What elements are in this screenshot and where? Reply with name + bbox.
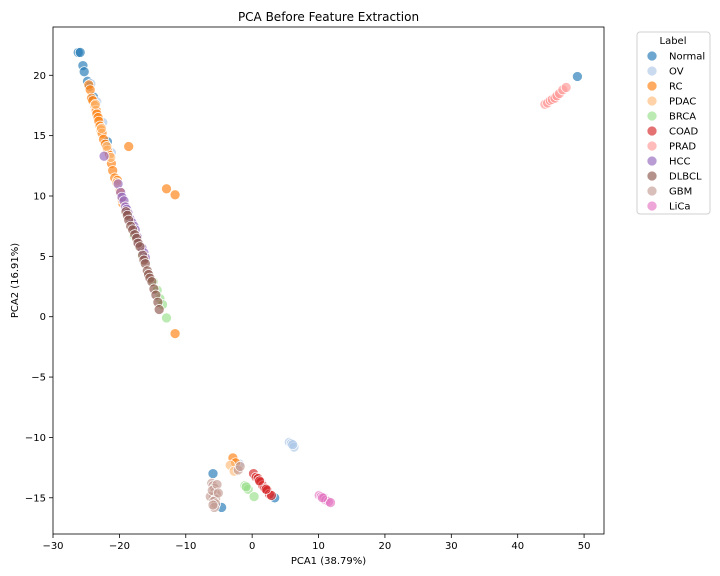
legend: Label Normal OV RC PDAC BRCA COAD PRAD HCC DLBCL… xyxy=(636,31,711,215)
y-tick-label: −5 xyxy=(31,373,46,384)
legend-marker xyxy=(646,95,658,107)
x-tick-label: −30 xyxy=(42,541,63,552)
y-tick-label: −15 xyxy=(25,493,46,504)
series-prad xyxy=(539,82,572,110)
legend-marker xyxy=(646,80,658,92)
legend-entries: Normal OV RC PDAC BRCA COAD PRAD HCC DLBCL GBM LiC… xyxy=(646,50,705,213)
x-tick-label: −10 xyxy=(175,541,196,552)
legend-marker xyxy=(646,140,658,152)
legend-marker xyxy=(646,110,658,122)
data-point xyxy=(169,189,181,201)
series-dlbcl xyxy=(120,206,165,315)
series-lica xyxy=(313,490,336,508)
x-tick-label: 20 xyxy=(379,541,392,552)
x-tick-label: 0 xyxy=(249,541,255,552)
data-point xyxy=(260,483,272,495)
x-tick-label: 10 xyxy=(312,541,325,552)
y-tick-label: 10 xyxy=(33,192,46,203)
data-point xyxy=(248,491,260,502)
x-tick-label: 40 xyxy=(511,541,524,552)
legend-marker xyxy=(646,125,658,137)
legend-box xyxy=(636,31,711,215)
legend-marker xyxy=(646,155,658,167)
legend-marker xyxy=(646,200,658,212)
data-point xyxy=(153,304,165,315)
legend-title: Label xyxy=(660,36,687,47)
data-point xyxy=(317,492,328,504)
data-point xyxy=(78,66,90,78)
legend-label: LiCa xyxy=(669,202,690,213)
legend-label: Normal xyxy=(669,52,705,63)
data-point xyxy=(287,439,299,451)
x-axis-title: PCA1 (38.79%) xyxy=(291,556,366,567)
chart-title: PCA Before Feature Extraction xyxy=(238,10,419,24)
legend-marker xyxy=(646,185,658,197)
data-point xyxy=(161,183,172,195)
axis-ticks-layer: −30 −20 −10 0 10 20 30 40 50 −15 −10 −5 0 5 10 15 20 xyxy=(25,71,591,552)
data-points-layer xyxy=(72,47,583,513)
data-point xyxy=(207,499,219,511)
legend-label: GBM xyxy=(669,187,692,198)
data-point xyxy=(74,47,86,58)
data-point xyxy=(169,328,181,339)
x-tick-label: 50 xyxy=(578,541,591,552)
data-point xyxy=(90,98,101,110)
data-point xyxy=(240,481,252,493)
data-point xyxy=(98,150,110,162)
y-tick-label: −10 xyxy=(25,433,46,444)
legend-marker xyxy=(646,50,658,62)
legend-marker xyxy=(646,170,658,182)
data-point xyxy=(207,468,219,479)
legend-label: RC xyxy=(669,82,682,93)
series-gbm xyxy=(204,461,246,513)
legend-label: COAD xyxy=(669,127,699,138)
y-tick-label: 0 xyxy=(40,312,46,323)
data-point xyxy=(212,487,224,499)
data-point xyxy=(96,123,107,134)
legend-label: DLBCL xyxy=(669,172,702,183)
series-coad xyxy=(248,468,277,501)
legend-label: OV xyxy=(669,67,684,78)
data-point xyxy=(101,141,113,152)
x-tick-label: −20 xyxy=(109,541,130,552)
y-tick-label: 15 xyxy=(33,131,46,142)
legend-label: PDAC xyxy=(669,97,696,108)
legend-label: BRCA xyxy=(669,112,696,123)
legend-label: PRAD xyxy=(669,142,696,153)
data-point xyxy=(234,461,246,472)
y-axis-title: PCA2 (16.91%) xyxy=(10,243,21,318)
x-tick-label: 30 xyxy=(445,541,458,552)
plot-area xyxy=(52,26,605,535)
data-point xyxy=(161,312,172,324)
data-point xyxy=(123,141,135,152)
legend-label: HCC xyxy=(669,157,691,168)
y-tick-label: 5 xyxy=(40,252,46,263)
y-tick-label: 20 xyxy=(33,71,46,82)
data-point xyxy=(560,82,572,93)
data-point xyxy=(572,71,583,82)
data-point xyxy=(325,497,336,508)
legend-marker xyxy=(646,65,658,77)
data-point xyxy=(254,475,265,487)
